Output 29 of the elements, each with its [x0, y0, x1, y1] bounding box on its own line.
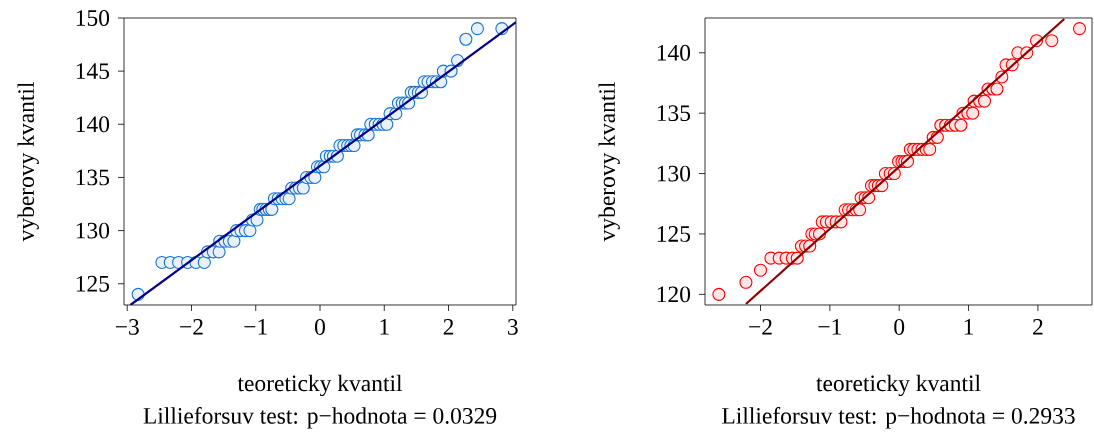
x-tick-label: 1 [964, 318, 974, 335]
x-tick-label: −2 [749, 318, 772, 335]
x-tick-label: −2 [180, 318, 203, 335]
y-tick-label: 125 [76, 275, 110, 292]
x-tick-label: 0 [315, 318, 325, 335]
x-axis-title: teoreticky kvantil [816, 374, 981, 396]
text: Lillieforsuv test: p−hodnota = 0.2933 [722, 406, 1075, 429]
y-tick-label: 140 [657, 44, 691, 61]
x-tick-label: 0 [894, 318, 905, 335]
x-tick-label: −1 [244, 318, 267, 335]
y-tick-label: 120 [657, 286, 691, 303]
y-tick-label: 130 [76, 222, 110, 239]
y-tick-label: 145 [76, 63, 110, 79]
y-axis-title: vyberovy kvantil [17, 81, 39, 242]
x-tick-label: −1 [818, 318, 841, 335]
x-axis-title: teoreticky kvantil [237, 374, 403, 396]
x-tick-label: 2 [1033, 318, 1043, 335]
y-tick-label: 135 [76, 169, 110, 186]
text: Lillieforsuv test: p−hodnota = 0.0329 [143, 406, 497, 429]
x-tick-label: −3 [115, 318, 139, 335]
y-axis-title: vyberovy kvantil [598, 81, 620, 242]
y-tick-label: 125 [657, 225, 691, 242]
y-tick-label: 130 [657, 165, 691, 182]
y-tick-label: 140 [76, 116, 110, 133]
y-tick-label: 150 [76, 9, 110, 26]
y-tick-label: 135 [657, 105, 691, 121]
x-tick-label: 1 [380, 318, 389, 335]
x-tick-label: 3 [508, 318, 518, 335]
x-tick-label: 2 [443, 318, 454, 335]
